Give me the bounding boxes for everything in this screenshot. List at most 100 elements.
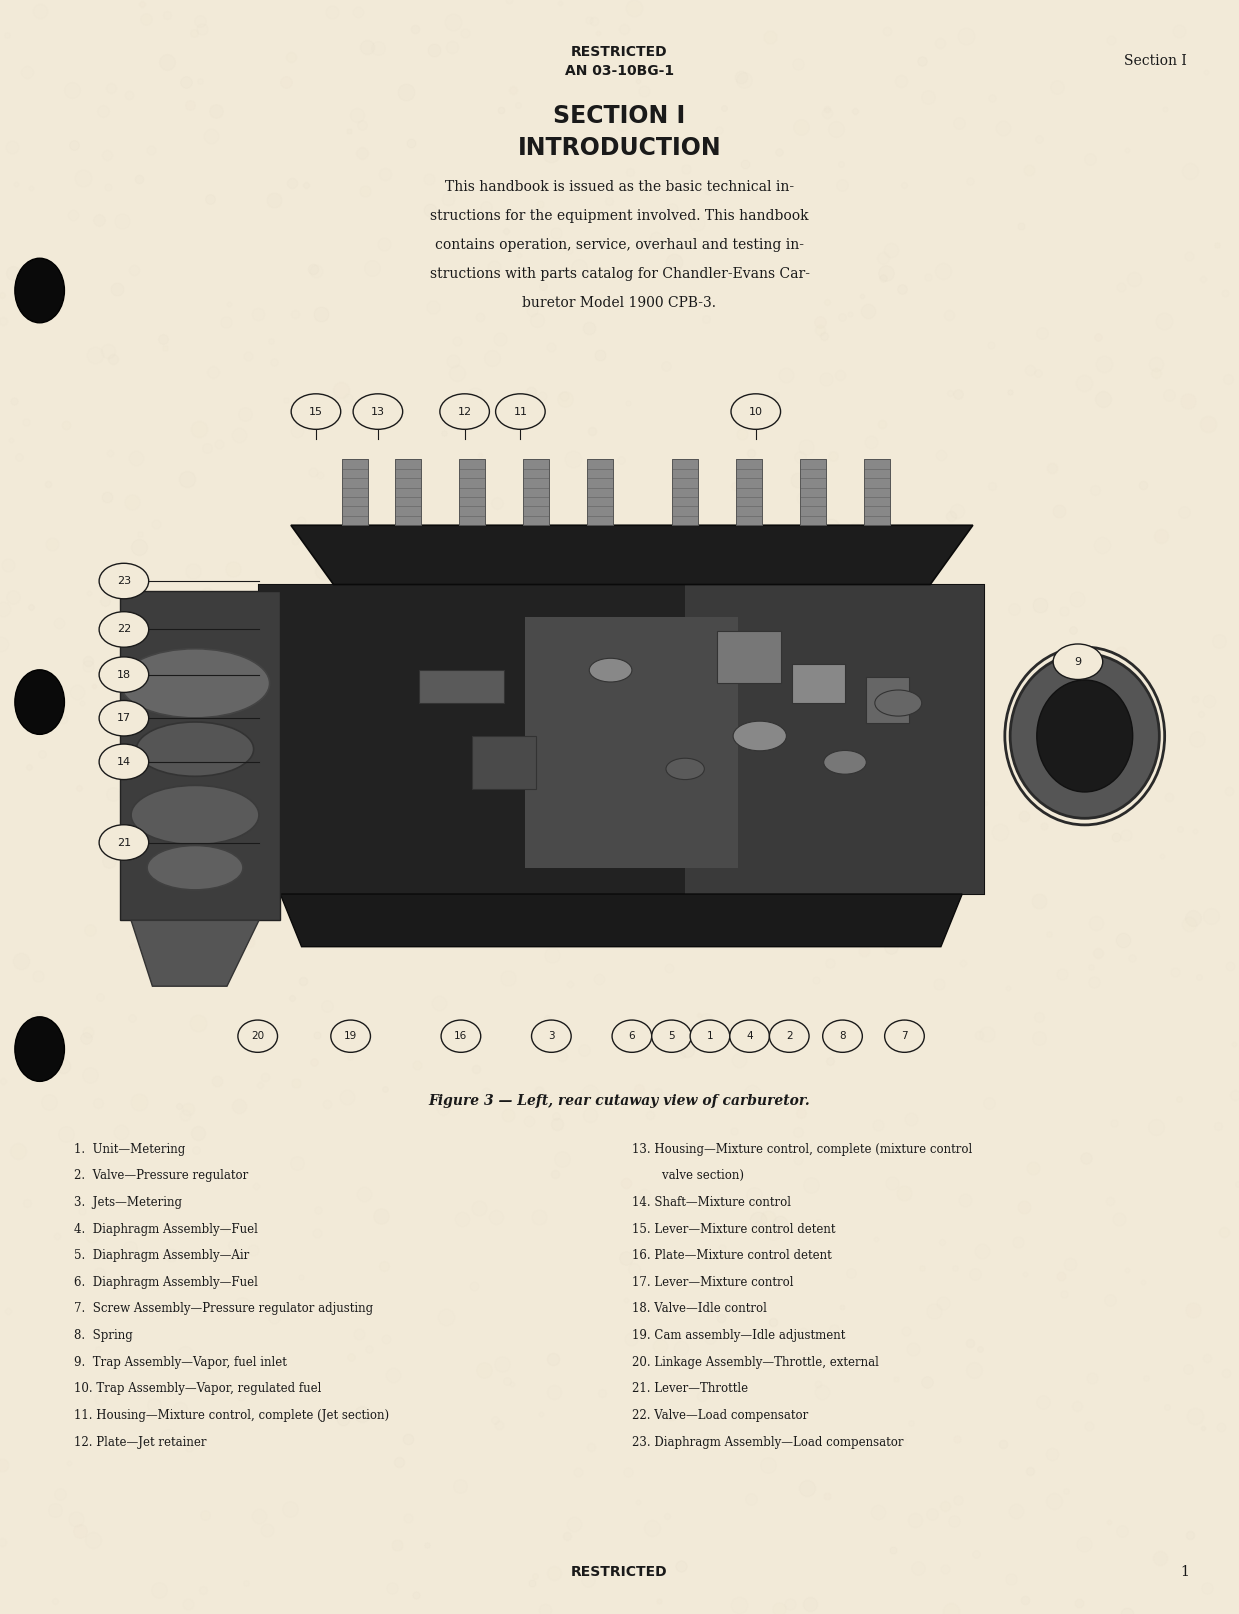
Ellipse shape xyxy=(99,657,149,692)
Bar xyxy=(792,663,845,704)
Text: RESTRICTED: RESTRICTED xyxy=(571,1566,668,1578)
Text: 15. Lever—Mixture control detent: 15. Lever—Mixture control detent xyxy=(632,1222,835,1236)
Text: 18. Valve—Idle control: 18. Valve—Idle control xyxy=(632,1302,767,1315)
Ellipse shape xyxy=(824,751,866,775)
Ellipse shape xyxy=(353,394,403,429)
Ellipse shape xyxy=(441,1020,481,1052)
Text: This handbook is issued as the basic technical in-: This handbook is issued as the basic tec… xyxy=(445,181,794,194)
Ellipse shape xyxy=(331,1020,370,1052)
FancyBboxPatch shape xyxy=(673,460,698,525)
Text: 9.  Trap Assembly—Vapor, fuel inlet: 9. Trap Assembly—Vapor, fuel inlet xyxy=(74,1356,287,1369)
Bar xyxy=(419,670,504,704)
Text: 21. Lever—Throttle: 21. Lever—Throttle xyxy=(632,1382,748,1396)
Text: 6.  Diaphragm Assembly—Fuel: 6. Diaphragm Assembly—Fuel xyxy=(74,1275,258,1290)
Text: INTRODUCTION: INTRODUCTION xyxy=(518,137,721,160)
Text: 23: 23 xyxy=(116,576,131,586)
Circle shape xyxy=(15,670,64,734)
Text: 6: 6 xyxy=(628,1031,636,1041)
Text: 14. Shaft—Mixture control: 14. Shaft—Mixture control xyxy=(632,1196,790,1209)
Ellipse shape xyxy=(99,744,149,780)
Ellipse shape xyxy=(875,691,922,717)
Text: 1: 1 xyxy=(706,1031,714,1041)
Circle shape xyxy=(15,258,64,323)
Text: 2: 2 xyxy=(786,1031,793,1041)
Ellipse shape xyxy=(99,563,149,599)
Ellipse shape xyxy=(667,759,704,780)
Polygon shape xyxy=(291,525,973,584)
FancyBboxPatch shape xyxy=(342,460,368,525)
FancyBboxPatch shape xyxy=(864,460,890,525)
Text: 15: 15 xyxy=(309,407,323,416)
Text: 8.  Spring: 8. Spring xyxy=(74,1328,133,1343)
Text: Figure 3 — Left, rear cutaway view of carburetor.: Figure 3 — Left, rear cutaway view of ca… xyxy=(429,1094,810,1107)
Text: structions with parts catalog for Chandler-Evans Car-: structions with parts catalog for Chandl… xyxy=(430,268,809,281)
Text: 8: 8 xyxy=(839,1031,846,1041)
Text: 7: 7 xyxy=(901,1031,908,1041)
Bar xyxy=(866,676,909,723)
Text: 23. Diaphragm Assembly—Load compensator: 23. Diaphragm Assembly—Load compensator xyxy=(632,1435,903,1449)
Ellipse shape xyxy=(731,394,781,429)
Ellipse shape xyxy=(440,394,489,429)
Ellipse shape xyxy=(612,1020,652,1052)
Text: contains operation, service, overhaul and testing in-: contains operation, service, overhaul an… xyxy=(435,239,804,252)
Text: 4.  Diaphragm Assembly—Fuel: 4. Diaphragm Assembly—Fuel xyxy=(74,1222,258,1236)
Text: 11. Housing—Mixture control, complete (Jet section): 11. Housing—Mixture control, complete (J… xyxy=(74,1409,389,1422)
Text: Section I: Section I xyxy=(1124,55,1187,68)
Ellipse shape xyxy=(769,1020,809,1052)
Bar xyxy=(717,631,781,683)
Ellipse shape xyxy=(690,1020,730,1052)
Text: 5.  Diaphragm Assembly—Air: 5. Diaphragm Assembly—Air xyxy=(74,1249,249,1262)
Text: 19. Cam assembly—Idle adjustment: 19. Cam assembly—Idle adjustment xyxy=(632,1328,845,1343)
Text: 4: 4 xyxy=(746,1031,753,1041)
Bar xyxy=(472,736,536,789)
Text: 7.  Screw Assembly—Pressure regulator adjusting: 7. Screw Assembly—Pressure regulator adj… xyxy=(74,1302,373,1315)
Ellipse shape xyxy=(131,786,259,844)
Text: 22. Valve—Load compensator: 22. Valve—Load compensator xyxy=(632,1409,808,1422)
Ellipse shape xyxy=(291,394,341,429)
Polygon shape xyxy=(685,584,984,894)
Text: 10. Trap Assembly—Vapor, regulated fuel: 10. Trap Assembly—Vapor, regulated fuel xyxy=(74,1382,322,1396)
Ellipse shape xyxy=(136,721,254,776)
Text: 18: 18 xyxy=(116,670,131,679)
Text: 16: 16 xyxy=(455,1031,467,1041)
Text: 3: 3 xyxy=(548,1031,555,1041)
Ellipse shape xyxy=(733,721,787,751)
Ellipse shape xyxy=(730,1020,769,1052)
Ellipse shape xyxy=(496,394,545,429)
Text: buretor Model 1900 CPB-3.: buretor Model 1900 CPB-3. xyxy=(523,297,716,310)
Text: 20: 20 xyxy=(252,1031,264,1041)
Ellipse shape xyxy=(652,1020,691,1052)
Ellipse shape xyxy=(1010,654,1160,818)
Text: AN 03-10BG-1: AN 03-10BG-1 xyxy=(565,65,674,77)
Ellipse shape xyxy=(120,649,270,718)
Text: 13: 13 xyxy=(370,407,385,416)
Text: structions for the equipment involved. This handbook: structions for the equipment involved. T… xyxy=(430,210,809,223)
Text: 3.  Jets—Metering: 3. Jets—Metering xyxy=(74,1196,182,1209)
Ellipse shape xyxy=(885,1020,924,1052)
Text: 20. Linkage Assembly—Throttle, external: 20. Linkage Assembly—Throttle, external xyxy=(632,1356,878,1369)
Text: 21: 21 xyxy=(116,838,131,847)
Text: 1: 1 xyxy=(1181,1566,1189,1578)
Ellipse shape xyxy=(823,1020,862,1052)
Text: 12: 12 xyxy=(457,407,472,416)
FancyBboxPatch shape xyxy=(460,460,484,525)
Ellipse shape xyxy=(238,1020,278,1052)
Text: 17. Lever—Mixture control: 17. Lever—Mixture control xyxy=(632,1275,793,1290)
Text: valve section): valve section) xyxy=(632,1169,743,1183)
Ellipse shape xyxy=(99,700,149,736)
FancyBboxPatch shape xyxy=(736,460,762,525)
Polygon shape xyxy=(131,920,259,986)
Text: 1.  Unit—Metering: 1. Unit—Metering xyxy=(74,1143,186,1156)
Text: 13. Housing—Mixture control, complete (mixture control: 13. Housing—Mixture control, complete (m… xyxy=(632,1143,973,1156)
Polygon shape xyxy=(525,618,738,868)
Ellipse shape xyxy=(99,825,149,860)
Text: 22: 22 xyxy=(116,625,131,634)
Text: 11: 11 xyxy=(513,407,528,416)
Circle shape xyxy=(15,1017,64,1081)
Polygon shape xyxy=(259,584,685,894)
Ellipse shape xyxy=(147,846,243,889)
Ellipse shape xyxy=(1053,644,1103,679)
Text: SECTION I: SECTION I xyxy=(554,105,685,128)
Text: 14: 14 xyxy=(116,757,131,767)
Polygon shape xyxy=(280,894,963,947)
